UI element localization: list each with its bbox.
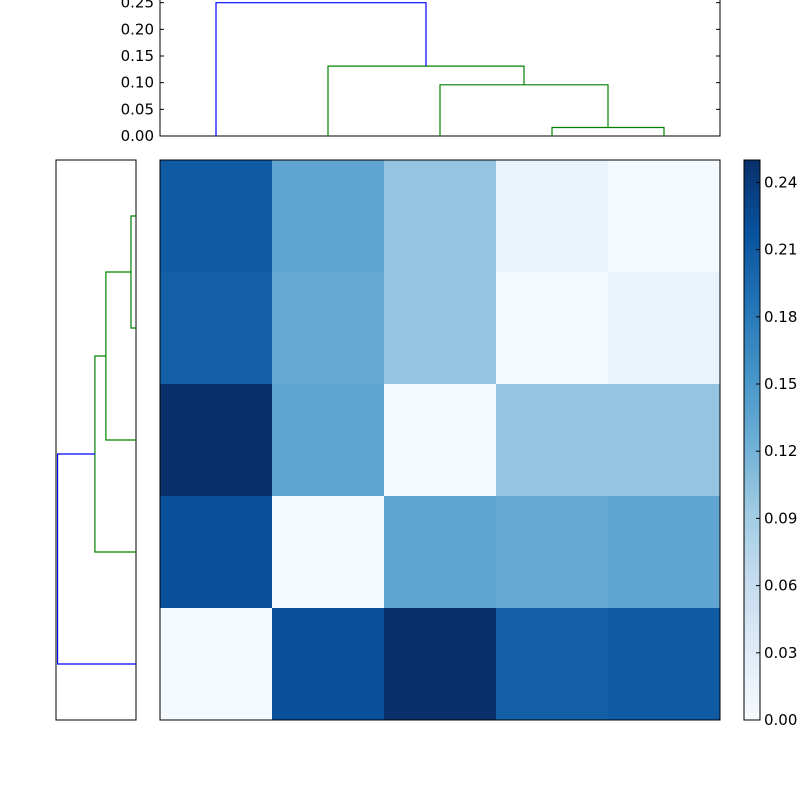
dendrogram-link xyxy=(94,355,136,553)
dendrogram-link xyxy=(130,215,136,329)
heatmap-cell xyxy=(496,496,609,609)
heatmap xyxy=(159,159,721,721)
heatmap-cell xyxy=(160,384,273,497)
heatmap-cell xyxy=(608,496,721,609)
colorbar-tick-label: 0.09 xyxy=(764,509,797,527)
dendrogram-link xyxy=(439,84,609,136)
y-tick-label: 0.05 xyxy=(121,100,154,118)
heatmap-cell xyxy=(608,384,721,497)
heatmap-cell xyxy=(272,608,385,721)
colorbar-tick-label: 0.12 xyxy=(764,442,797,460)
colorbar-bar xyxy=(743,159,761,721)
colorbar-tick-label: 0.18 xyxy=(764,308,797,326)
heatmap-cell xyxy=(272,384,385,497)
colorbar-tick-label: 0.06 xyxy=(764,577,797,595)
heatmap-cell xyxy=(384,608,497,721)
dendrogram-link xyxy=(551,126,665,136)
heatmap-cell xyxy=(160,160,273,273)
y-tick-label: 0.20 xyxy=(121,20,154,38)
heatmap-cell xyxy=(160,272,273,385)
dendrogram-link xyxy=(327,65,525,136)
heatmap-cell xyxy=(608,160,721,273)
dendrogram-link xyxy=(56,453,136,665)
heatmap-cell xyxy=(496,160,609,273)
heatmap-cell xyxy=(608,272,721,385)
top-dendrogram: 0.00 0.05 0.10 0.15 0.20 0.25 xyxy=(121,0,721,145)
colorbar-tick-label: 0.03 xyxy=(764,644,797,662)
heatmap-cell xyxy=(160,496,273,609)
dendrogram-link xyxy=(215,2,427,136)
y-tick-label: 0.15 xyxy=(121,47,154,65)
heatmap-cell xyxy=(608,608,721,721)
heatmap-cell xyxy=(496,608,609,721)
y-tick-label: 0.10 xyxy=(121,74,154,92)
colorbar-tick-label: 0.15 xyxy=(764,375,797,393)
heatmap-cell xyxy=(384,496,497,609)
colorbar-tick-label: 0.24 xyxy=(764,173,797,191)
heatmap-frame xyxy=(159,159,721,721)
heatmap-cell xyxy=(272,272,385,385)
left-dendrogram xyxy=(55,159,137,721)
colorbar-tick-label: 0.21 xyxy=(764,241,797,259)
y-tick-label: 0.00 xyxy=(121,127,154,145)
colorbar: 0.00 0.03 0.06 0.09 0.12 0.15 0.18 0.21 0.24 xyxy=(743,159,797,729)
heatmap-cell xyxy=(496,272,609,385)
colorbar-tick-label: 0.00 xyxy=(764,711,797,729)
heatmap-cell xyxy=(272,160,385,273)
heatmap-cell xyxy=(496,384,609,497)
heatmap-cell xyxy=(384,272,497,385)
heatmap-cell xyxy=(384,384,497,497)
heatmap-cell xyxy=(160,608,273,721)
heatmap-cell xyxy=(384,160,497,273)
heatmap-cell xyxy=(272,496,385,609)
y-tick-label: 0.25 xyxy=(121,0,154,12)
